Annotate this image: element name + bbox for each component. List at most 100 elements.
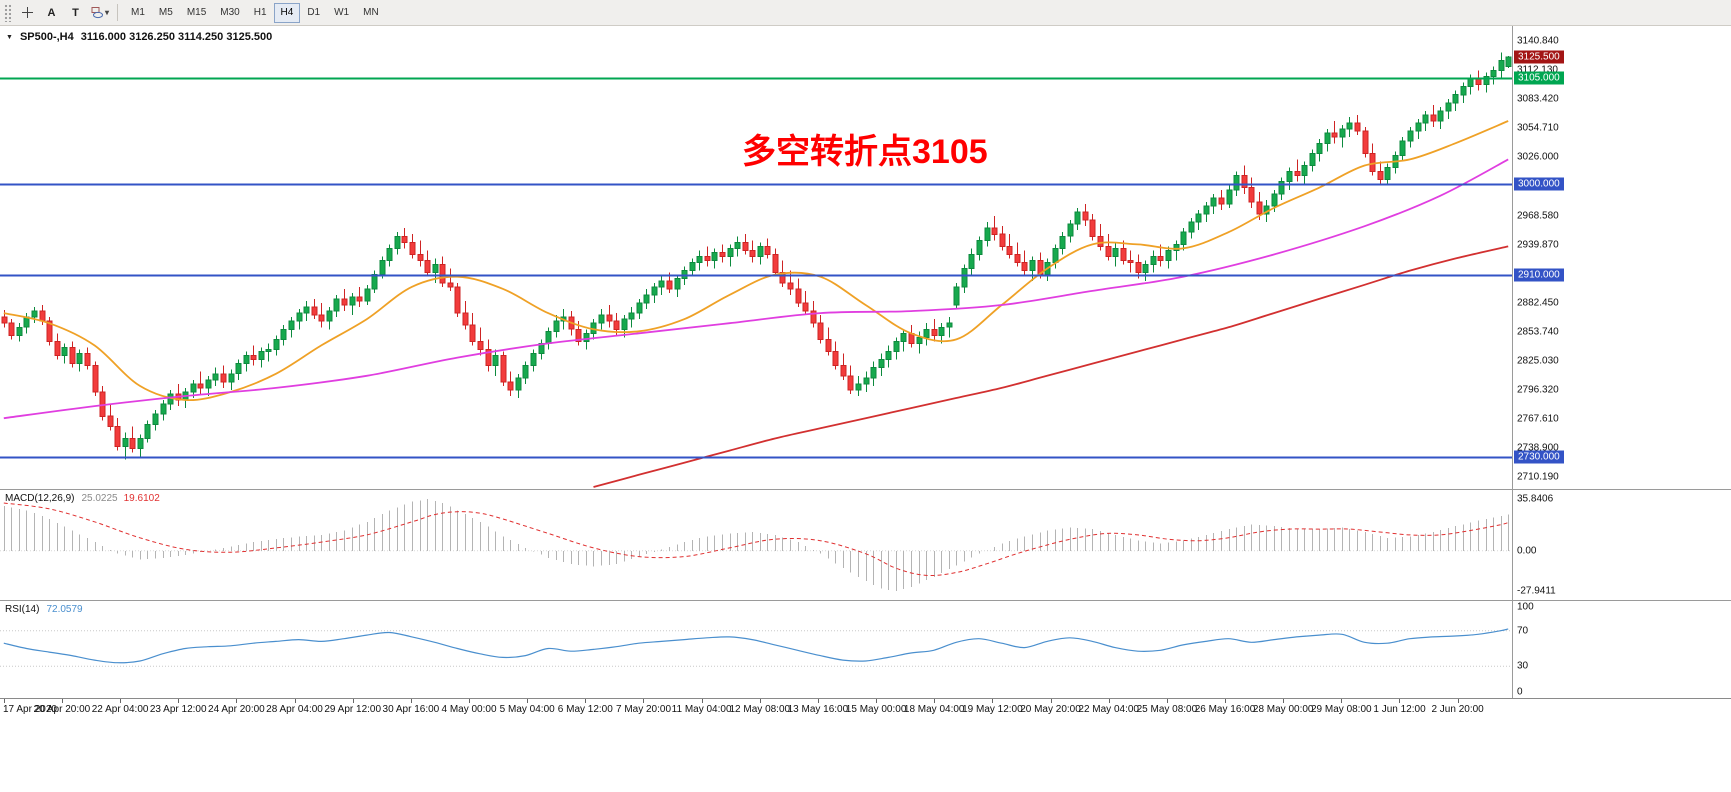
price-axis-label: 3054.710 (1517, 122, 1559, 134)
macd-axis[interactable]: 35.8406 0.00 -27.9411 (1512, 490, 1731, 600)
time-axis-label: 4 May 00:00 (441, 704, 497, 715)
time-tick (934, 699, 935, 703)
time-axis-label: 17 Apr 2020 (3, 704, 57, 715)
macd-axis-label: -27.9411 (1517, 585, 1556, 597)
macd-histogram (4, 499, 1509, 592)
ma-fast-line[interactable] (3, 120, 1509, 402)
rsi-value: 72.0579 (46, 604, 83, 615)
time-axis[interactable]: 17 Apr 2020 20 Apr 20:00 22 Apr 04:00 23 Ap… (0, 698, 1731, 716)
rsi-axis[interactable]: 100 70 30 0 (1512, 601, 1731, 698)
timeframe-button-h1[interactable]: H1 (247, 3, 274, 23)
macd-signal-value: 19.6102 (123, 493, 160, 504)
time-tick (295, 699, 296, 703)
expand-ohlc-icon[interactable]: ▼ (6, 33, 13, 41)
symbol-info: ▼ SP500-,H4 3116.000 3126.250 3114.250 3… (6, 31, 272, 43)
price-axis-label: 2738.900 (1517, 442, 1559, 454)
price-badge-2730.000: 2730.000 (1514, 450, 1564, 464)
time-axis-label: 29 Apr 12:00 (324, 704, 382, 715)
crosshair-tool-button[interactable] (16, 2, 39, 23)
time-axis-label: 24 Apr 20:00 (208, 704, 265, 715)
time-tick (992, 699, 993, 703)
price-badge-3125.500: 3125.500 (1514, 50, 1564, 64)
time-tick (760, 699, 761, 703)
text-label-tool-button[interactable]: T (64, 2, 87, 23)
price-axis-label: 2939.870 (1517, 239, 1559, 250)
time-tick (411, 699, 412, 703)
ohlc-readout: 3116.000 3126.250 3114.250 3125.500 (80, 31, 273, 43)
timeframe-button-m15[interactable]: M15 (180, 3, 213, 23)
toolbar-drag-handle[interactable] (4, 3, 11, 22)
crosshair-icon (22, 7, 33, 18)
ma-slow-line[interactable] (593, 245, 1509, 488)
text-tool-button[interactable]: A (40, 2, 63, 23)
time-tick (178, 699, 179, 703)
time-tick (353, 699, 354, 703)
rsi-panel: RSI(14) 72.0579 100 70 30 0 (0, 600, 1731, 698)
timeframe-button-h4[interactable]: H4 (273, 2, 301, 23)
price-chart-canvas[interactable] (0, 26, 1512, 489)
timeframe-button-m30[interactable]: M30 (213, 3, 246, 23)
time-axis-label: 22 May 04:00 (1078, 704, 1139, 715)
time-axis-label: 30 Apr 16:00 (382, 704, 440, 715)
time-axis-label: 25 May 08:00 (1136, 704, 1198, 715)
rsi-title: RSI(14) (5, 604, 40, 615)
time-axis-label: 6 May 12:00 (557, 704, 613, 715)
timeframe-group: M1 M5 M15 M30 H1 H4 D1 W1 MN (124, 2, 386, 23)
price-axis-label: 3026.000 (1517, 151, 1559, 163)
price-axis-label: 2796.320 (1517, 384, 1559, 396)
time-axis-label: 29 May 08:00 (1310, 704, 1372, 715)
rsi-axis-label: 30 (1517, 660, 1529, 672)
candlesticks (1, 52, 1512, 460)
time-tick (1225, 699, 1226, 703)
price-badge-3000.000: 3000.000 (1514, 177, 1564, 191)
chart-annotation[interactable]: 多空转折点3105 (742, 133, 988, 171)
time-axis-label: 22 Apr 04:00 (91, 704, 149, 715)
time-axis-label: 5 May 04:00 (499, 704, 555, 715)
macd-axis-label: 0.00 (1517, 545, 1537, 557)
time-axis-label: 15 May 00:00 (845, 704, 907, 715)
time-axis-label: 19 May 12:00 (962, 704, 1023, 715)
time-tick (818, 699, 819, 703)
macd-canvas[interactable] (0, 490, 1512, 600)
rsi-canvas[interactable] (0, 601, 1512, 698)
macd-label: MACD(12,26,9) 25.0225 19.6102 (5, 493, 160, 504)
shapes-icon (91, 7, 103, 19)
symbol-name: SP500-,H4 (19, 31, 74, 43)
time-tick (876, 699, 877, 703)
ma-mid-line[interactable] (3, 158, 1509, 420)
price-axis-label: 3083.420 (1517, 93, 1559, 105)
time-tick (1051, 699, 1052, 703)
time-axis-label: 20 May 20:00 (1020, 704, 1081, 715)
rsi-axis-label: 100 (1517, 601, 1534, 613)
time-axis-label: 28 May 00:00 (1252, 704, 1314, 715)
time-tick (1399, 699, 1400, 703)
timeframe-button-w1[interactable]: W1 (327, 3, 356, 23)
price-axis-label: 2882.450 (1517, 297, 1559, 308)
timeframe-button-m1[interactable]: M1 (124, 3, 152, 23)
macd-main-value: 25.0225 (81, 493, 118, 504)
time-axis-label: 12 May 08:00 (729, 704, 791, 715)
timeframe-button-d1[interactable]: D1 (300, 3, 327, 23)
time-tick (62, 699, 63, 703)
macd-signal-line (3, 502, 1509, 577)
time-axis-label: 18 May 04:00 (903, 704, 965, 715)
price-axis-label: 3140.840 (1517, 35, 1559, 47)
time-axis-label: 26 May 16:00 (1194, 704, 1256, 715)
time-axis-label: 20 Apr 20:00 (33, 704, 91, 715)
shapes-tool-button[interactable]: ▾ (88, 2, 111, 23)
price-axis-label: 2853.740 (1517, 326, 1559, 338)
rsi-axis-label: 0 (1517, 686, 1523, 698)
timeframe-button-m5[interactable]: M5 (152, 3, 180, 23)
rsi-label: RSI(14) 72.0579 (5, 604, 83, 615)
price-axis-label: 2767.610 (1517, 413, 1559, 425)
time-tick (643, 699, 644, 703)
time-axis-label: 11 May 04:00 (671, 704, 732, 715)
price-axis-label: 2968.580 (1517, 210, 1559, 221)
price-axis[interactable]: 3140.840 3112.130 3083.420 3054.710 3026.000… (1512, 26, 1731, 489)
time-tick (1341, 699, 1342, 703)
timeframe-button-mn[interactable]: MN (356, 3, 386, 23)
time-axis-label: 1 Jun 12:00 (1373, 704, 1426, 715)
time-axis-label: 23 Apr 12:00 (149, 704, 207, 715)
time-axis-label: 28 Apr 04:00 (266, 704, 323, 715)
